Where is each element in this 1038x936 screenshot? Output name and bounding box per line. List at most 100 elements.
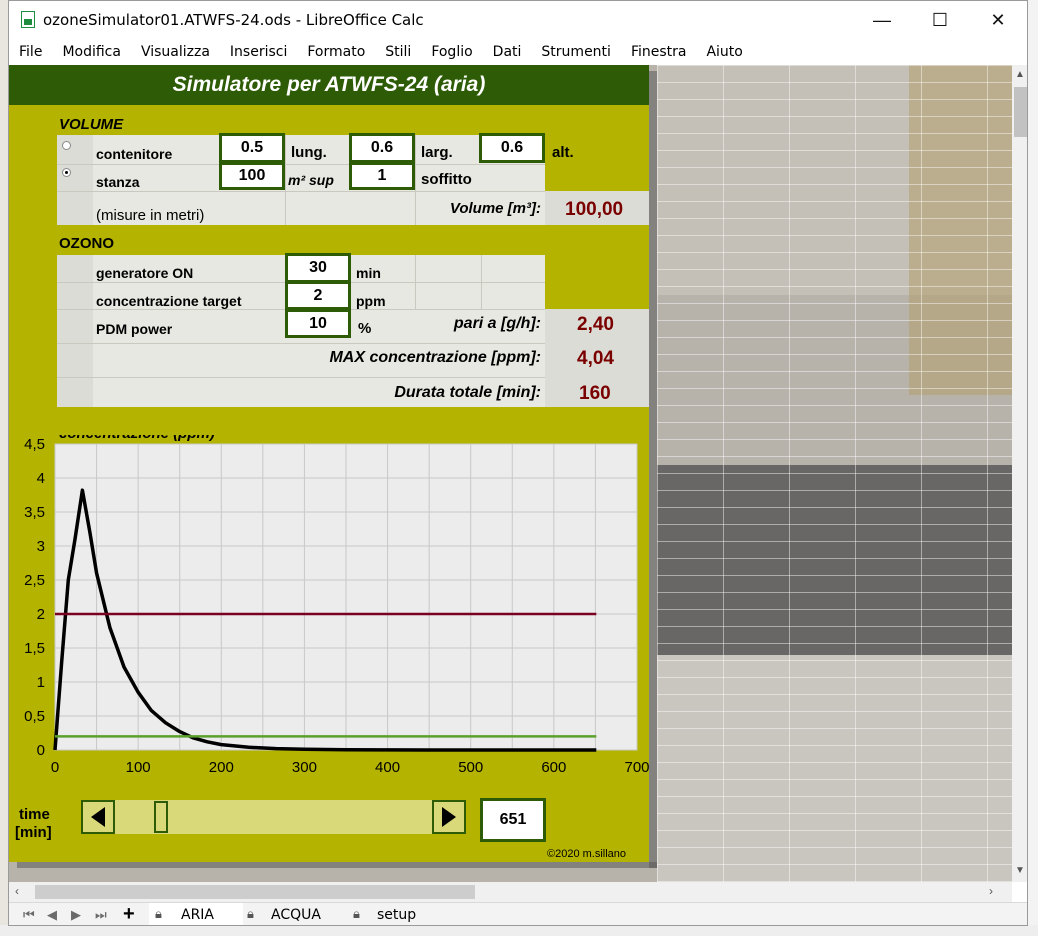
simulator-panel: Simulatore per ATWFS-24 (aria) VOLUME co… <box>9 65 649 862</box>
vertical-scroll-thumb[interactable] <box>1014 87 1027 137</box>
menu-strumenti[interactable]: Strumenti <box>541 44 611 60</box>
time-value: 651 <box>480 798 546 842</box>
lung-label: lung. <box>291 144 327 161</box>
menu-dati[interactable]: Dati <box>492 44 522 60</box>
title-bar: ozoneSimulator01.ATWFS-24.ods - LibreOff… <box>9 1 1027 39</box>
sheet-grid <box>657 65 1012 882</box>
target-input[interactable]: 2 <box>285 281 351 310</box>
volume-result-cell <box>545 191 649 225</box>
menu-modifica[interactable]: Modifica <box>62 44 121 60</box>
add-sheet-button[interactable]: + <box>123 903 135 925</box>
y-tick-label: 3 <box>37 538 45 555</box>
lung-input[interactable]: 0.5 <box>219 133 285 163</box>
slider-right-button[interactable] <box>432 800 466 834</box>
menu-foglio[interactable]: Foglio <box>431 44 473 60</box>
alt-input[interactable]: 0.6 <box>479 133 545 163</box>
alt-label: alt. <box>552 144 574 161</box>
volume-label: Volume [m³]: <box>449 200 541 217</box>
time-slider-track[interactable] <box>81 800 465 834</box>
radio-contenitore[interactable] <box>62 141 71 150</box>
tab-setup[interactable]: 🔒︎ setup <box>351 903 441 925</box>
m2-input[interactable]: 100 <box>219 162 285 190</box>
menu-stili[interactable]: Stili <box>385 44 412 60</box>
durata-value: 160 <box>579 383 611 404</box>
x-tick-label: 400 <box>375 759 400 776</box>
pdm-input[interactable]: 10 <box>285 309 351 338</box>
soffitto-label: soffitto <box>421 171 472 188</box>
last-sheet-icon[interactable]: ⏭ <box>95 907 107 922</box>
x-tick-label: 200 <box>209 759 234 776</box>
maximize-button[interactable]: ☐ <box>931 9 949 30</box>
bg-floor <box>657 655 1012 882</box>
menu-formato[interactable]: Formato <box>307 44 366 60</box>
menu-visualizza[interactable]: Visualizza <box>140 44 210 60</box>
scroll-up-icon[interactable]: ▲ <box>1015 69 1025 80</box>
y-tick-label: 4,5 <box>24 436 45 453</box>
generatore-input[interactable]: 30 <box>285 253 351 283</box>
x-tick-label: 700 <box>624 759 649 776</box>
menu-file[interactable]: File <box>19 44 43 60</box>
arrow-left-icon <box>91 807 105 827</box>
minimize-button[interactable]: — <box>873 9 891 30</box>
y-tick-label: 1 <box>37 674 45 691</box>
target-label: concentrazione target <box>96 293 242 309</box>
y-tick-label: 1,5 <box>24 640 45 657</box>
tab-setup-label: setup <box>377 907 417 923</box>
tab-acqua[interactable]: 🔒︎ ACQUA <box>245 903 341 925</box>
time-slider-thumb[interactable] <box>154 801 169 833</box>
window-title: ozoneSimulator01.ATWFS-24.ods - LibreOff… <box>43 11 424 29</box>
tab-acqua-label: ACQUA <box>271 907 321 923</box>
copyright: ©2020 m.sillano <box>547 848 627 860</box>
grid-line <box>57 191 545 192</box>
volume-section-title: VOLUME <box>59 116 124 133</box>
x-tick-label: 600 <box>541 759 566 776</box>
first-sheet-icon[interactable]: ⏮ <box>23 907 35 922</box>
lock-icon: 🔒︎ <box>353 906 360 921</box>
vertical-scrollbar[interactable]: ▲ ▼ <box>1012 65 1027 882</box>
next-sheet-icon[interactable]: ▶ <box>71 907 81 922</box>
soffitto-input[interactable]: 1 <box>349 162 415 190</box>
panel-title: Simulatore per ATWFS-24 (aria) <box>9 65 649 105</box>
lock-icon: 🔒︎ <box>247 906 254 921</box>
measure-note: (misure in metri) <box>96 207 205 224</box>
panel-shadow <box>649 71 657 868</box>
grid-line <box>481 255 482 309</box>
generatore-unit: min <box>356 265 381 281</box>
target-unit: ppm <box>356 293 386 309</box>
generatore-label: generatore ON <box>96 265 194 281</box>
bg-shelf <box>909 65 1012 395</box>
radio-stanza[interactable] <box>62 168 71 177</box>
menu-aiuto[interactable]: Aiuto <box>706 44 743 60</box>
max-label: MAX concentrazione [ppm]: <box>329 349 541 366</box>
desktop-bottom <box>0 925 1038 936</box>
x-tick-label: 300 <box>292 759 317 776</box>
grid-line <box>57 343 545 344</box>
menu-inserisci[interactable]: Inserisci <box>229 44 288 60</box>
menu-finestra[interactable]: Finestra <box>630 44 687 60</box>
prev-sheet-icon[interactable]: ◀ <box>47 907 57 922</box>
x-tick-label: 0 <box>51 759 59 776</box>
series-line-0 <box>53 488 597 752</box>
libreoffice-window: ozoneSimulator01.ATWFS-24.ods - LibreOff… <box>8 0 1028 926</box>
ozono-section-title: OZONO <box>59 235 114 252</box>
horizontal-scroll-thumb[interactable] <box>35 885 475 899</box>
larg-input[interactable]: 0.6 <box>349 133 415 163</box>
larg-label: larg. <box>421 144 453 161</box>
pdm-unit: % <box>358 320 372 337</box>
grid-line <box>415 255 416 309</box>
scroll-right-icon[interactable]: › <box>989 884 993 898</box>
horizontal-scrollbar[interactable]: ‹ › <box>9 882 1012 902</box>
tab-aria[interactable]: 🔒︎ ARIA <box>149 903 243 925</box>
ozono-result-cells <box>545 309 649 407</box>
close-button[interactable]: ✕ <box>990 9 1006 30</box>
scroll-left-icon[interactable]: ‹ <box>15 884 19 898</box>
desktop-left <box>0 0 8 936</box>
bg-stove <box>657 465 1012 655</box>
y-tick-label: 4 <box>37 470 45 487</box>
scroll-down-icon[interactable]: ▼ <box>1015 865 1025 876</box>
grid-line <box>285 135 286 225</box>
grid-line <box>415 135 416 225</box>
slider-left-button[interactable] <box>81 800 115 834</box>
pari-label: pari a [g/h]: <box>453 315 541 332</box>
volume-table <box>57 135 545 225</box>
